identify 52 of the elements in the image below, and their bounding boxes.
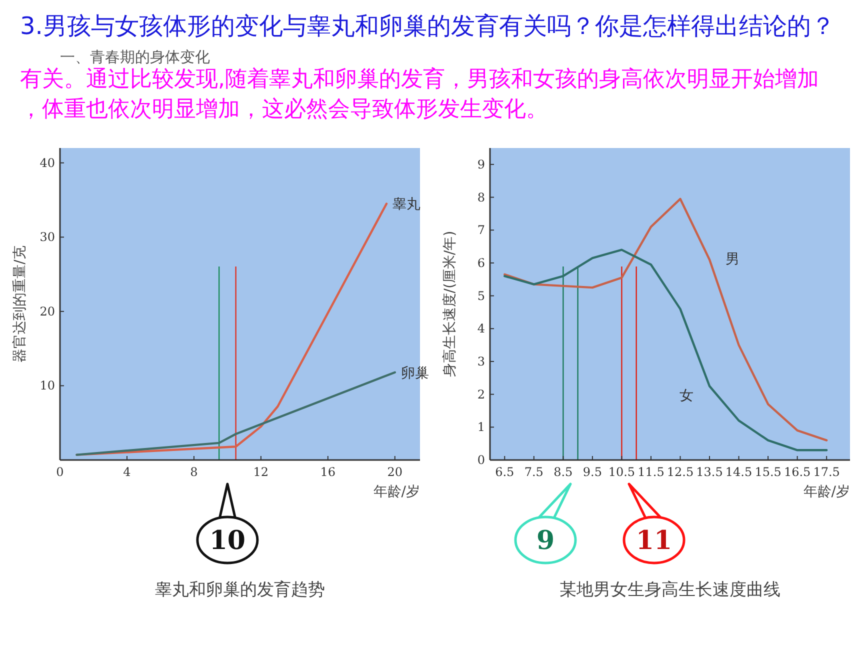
x-tick-label: 14.5 (725, 465, 752, 479)
text: 3.男孩与女孩体形的变化与睾丸和卵巢的发育有关吗？你是怎样得出结论的？ (20, 12, 835, 40)
y-tick-label: 1 (477, 420, 485, 434)
text: 10 (209, 526, 246, 556)
x-tick-label: 16.5 (784, 465, 811, 479)
y-tick-label: 20 (40, 304, 55, 318)
x-tick-label: 16 (320, 465, 336, 479)
x-tick-label: 20 (387, 465, 403, 479)
y-tick-label: 30 (40, 230, 55, 244)
line-series (76, 202, 388, 456)
x-axis-title: 年龄/岁 (803, 484, 850, 500)
line-series (76, 371, 396, 456)
line-series (504, 198, 828, 442)
x-tick-label: 13.5 (696, 465, 723, 479)
x-tick-label: 8 (190, 465, 198, 479)
text: 某地男女生身高生长速度曲线 (560, 580, 780, 600)
x-tick-label: 6.5 (495, 465, 514, 479)
text: 睾丸和卵巢的发育趋势 (155, 580, 325, 600)
x-tick-label: 10.5 (608, 465, 636, 479)
x-tick-label: 9.5 (582, 465, 602, 479)
y-tick-label: 2 (477, 387, 485, 402)
y-tick-label: 5 (477, 288, 485, 303)
y-tick-label: 8 (477, 190, 485, 204)
text: 一、青春期的身体变化 (60, 48, 210, 66)
series-label: 男 (726, 252, 740, 268)
series-label: 睾丸 (392, 196, 421, 213)
x-tick-label: 7.5 (524, 465, 544, 479)
y-tick-label: 9 (477, 157, 485, 172)
x-tick-label: 11.5 (638, 465, 664, 479)
line-series (504, 248, 828, 452)
x-axis-title: 年龄/岁 (373, 484, 420, 500)
text: 11 (636, 526, 672, 556)
y-tick-label: 3 (477, 354, 485, 368)
x-tick-label: 12 (253, 465, 269, 479)
y-tick-label: 7 (477, 223, 485, 238)
x-tick-label: 12.5 (666, 465, 694, 479)
y-tick-label: 0 (477, 453, 485, 467)
y-tick-label: 40 (40, 156, 55, 170)
y-axis-title: 器官达到的重量/克 (12, 246, 28, 362)
y-tick-label: 6 (477, 256, 485, 270)
series-label: 卵巢 (400, 365, 429, 382)
x-tick-label: 15.5 (754, 465, 782, 479)
x-tick-label: 4 (123, 465, 132, 479)
y-tick-label: 4 (477, 322, 486, 336)
y-tick-label: 10 (40, 378, 55, 393)
y-axis-title: 身高生长速度/(厘米/年) (442, 230, 458, 378)
series-label: 女 (680, 388, 694, 404)
text: 有关。通过比较发现,随着睾丸和卵巢的发育，男孩和女孩的身高依次明显开始增加，体重也依次明显增加，这必然会导致体形发生变化。 (20, 66, 819, 122)
x-tick-label: 0 (56, 465, 64, 479)
text: 9 (536, 526, 555, 556)
x-tick-label: 17.5 (813, 465, 840, 479)
x-tick-label: 8.5 (554, 465, 573, 479)
